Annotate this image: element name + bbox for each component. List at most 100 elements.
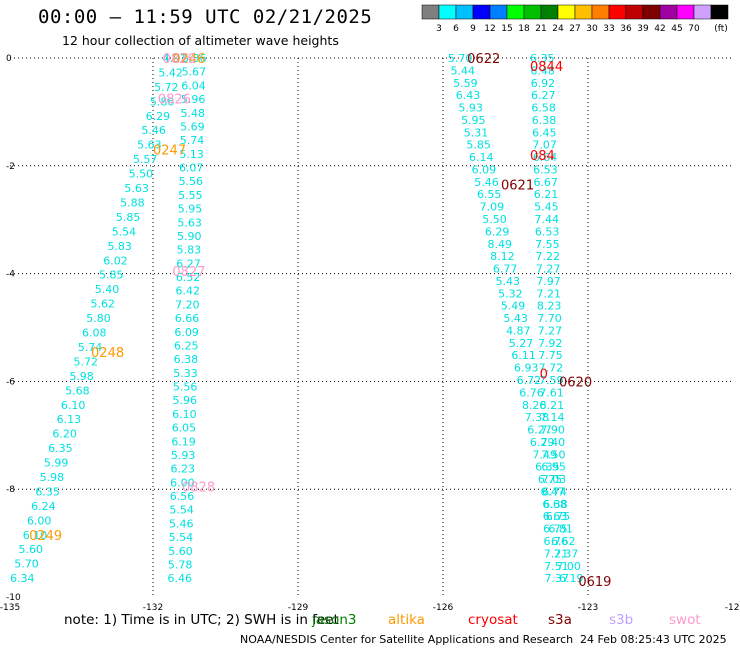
wave-height-value: 7.03 <box>542 473 567 486</box>
y-tick-label: -10 <box>6 593 21 603</box>
wave-height-value: 6.92 <box>531 77 556 90</box>
wave-height-value: 6.95 <box>541 461 566 474</box>
colorbar-swatch <box>421 4 440 20</box>
y-tick-label: 0 <box>6 54 12 64</box>
wave-height-value: 6.77 <box>493 263 517 276</box>
wave-height-value: 7.97 <box>536 275 561 288</box>
credit-text: NOAA/NESDIS Center for Satellite Applica… <box>240 633 574 646</box>
wave-height-value: 6.04 <box>181 79 206 92</box>
colorbar-label: 3 <box>436 24 442 34</box>
wave-height-value: 7.59 <box>539 374 564 387</box>
colorbar-label: 15 <box>501 24 512 34</box>
wave-height-value: 6.10 <box>61 399 86 412</box>
wave-height-value: 6.29 <box>146 110 171 123</box>
colorbar-label: 39 <box>637 24 649 34</box>
chart-subtitle: 12 hour collection of altimeter wave hei… <box>62 33 339 48</box>
pass-time-label: 0844 <box>530 60 563 75</box>
colorbar-swatch <box>489 4 508 20</box>
wave-height-value: 6.19 <box>171 435 196 448</box>
pass-time-label: 0621 <box>501 179 534 194</box>
wave-height-value: 6.58 <box>531 102 556 115</box>
pass-time-label: 0826 <box>163 52 196 67</box>
wave-height-value: 6.14 <box>469 151 494 164</box>
pass-time-label: 0 <box>540 367 548 382</box>
wave-height-value: 5.93 <box>171 449 196 462</box>
y-tick-label: -2 <box>6 162 15 172</box>
wave-height-value: 5.42 <box>158 66 183 79</box>
wave-height-value: 7.55 <box>535 238 560 251</box>
wave-height-value: 6.45 <box>532 126 557 139</box>
wave-height-value: 6.74 <box>542 485 567 498</box>
wave-height-value: 5.55 <box>178 189 203 202</box>
wave-height-value: 5.50 <box>482 213 507 226</box>
wave-height-value: 5.43 <box>503 312 527 325</box>
wave-height-value: 7.44 <box>534 213 559 226</box>
wave-height-value: 6.02 <box>103 254 128 267</box>
colorbar-label: 45 <box>671 24 682 34</box>
wave-height-value: 6.09 <box>472 163 497 176</box>
wave-height-value: 5.50 <box>129 168 154 181</box>
legend-s3b: s3b <box>609 612 634 628</box>
colorbar-label: 36 <box>620 24 632 34</box>
pass-time-label: 0827 <box>172 265 205 280</box>
wave-height-value: 6.35 <box>530 52 555 65</box>
colorbar-label: 9 <box>470 24 476 34</box>
wave-height-value: 5.98 <box>40 471 64 484</box>
wave-height-value: 5.70 <box>448 52 473 65</box>
wave-height-value: 6.19 <box>559 572 584 585</box>
colorbar-label: 70 <box>688 24 700 34</box>
wave-height-value: 6.00 <box>27 514 52 527</box>
wave-height-value: 6.24 <box>31 500 56 513</box>
wave-height-value: 5.63 <box>177 216 202 229</box>
x-tick-label: -129 <box>288 603 309 613</box>
colorbar-swatch <box>455 4 474 20</box>
wave-height-value: 7.21 <box>544 547 569 560</box>
colorbar-swatch <box>659 4 678 20</box>
wave-height-value: 5.45 <box>534 201 559 214</box>
wave-height-value: 5.93 <box>458 102 483 115</box>
colorbar-swatch <box>557 4 576 20</box>
colorbar-swatch <box>472 4 491 20</box>
x-tick-label: -124 <box>725 603 740 613</box>
generated-timestamp: 24 Feb 08:25:43 UTC 2025 <box>580 633 727 646</box>
wave-height-value: 5.80 <box>86 312 111 325</box>
wave-height-value: 6.47 <box>540 485 565 498</box>
wave-height-value: 6.35 <box>48 442 72 455</box>
wave-height-value: 7.61 <box>539 386 564 399</box>
pass-time-label: 0247 <box>153 144 186 159</box>
wave-height-value: 6.67 <box>533 176 558 189</box>
wave-height-value: 7.00 <box>556 560 581 573</box>
y-tick-label: -6 <box>6 377 15 387</box>
wave-height-value: 5.83 <box>107 240 131 253</box>
wave-height-value: 6.09 <box>174 326 199 339</box>
colorbar-swatch <box>591 4 610 20</box>
wave-height-value: 7.49 <box>533 448 558 461</box>
pass-time-label: 0619 <box>578 575 611 590</box>
colorbar-label: 12 <box>484 24 495 34</box>
wave-height-value: 7.37 <box>545 572 570 585</box>
wave-height-value: 6.64 <box>533 151 558 164</box>
colorbar-label: 6 <box>453 24 459 34</box>
wave-height-value: 6.76 <box>519 386 544 399</box>
wave-height-value: 7.07 <box>532 139 557 152</box>
wave-height-value: 5.96 <box>181 93 206 106</box>
wave-height-value: 6.11 <box>511 349 536 362</box>
wave-height-value: 7.38 <box>525 411 550 424</box>
legend-s3a: s3a <box>548 612 572 628</box>
y-tick-label: -4 <box>6 270 15 280</box>
wave-height-value: 6.76 <box>543 535 568 548</box>
wave-height-value: 5.85 <box>466 139 491 152</box>
colorbar-swatch <box>438 4 457 20</box>
wave-height-value: 5.33 <box>173 367 198 380</box>
wave-height-value: 6.75 <box>538 473 563 486</box>
wave-height-value: 5.95 <box>178 203 203 216</box>
colorbar-swatch <box>693 4 712 20</box>
wave-height-value: 7.75 <box>538 349 563 362</box>
y-tick-label: -8 <box>6 485 15 495</box>
wave-height-value: 7.90 <box>540 424 565 437</box>
wave-height-value: 5.74 <box>78 341 103 354</box>
wave-height-value: 8.26 <box>522 399 547 412</box>
wave-height-value: 6.48 <box>530 64 555 77</box>
